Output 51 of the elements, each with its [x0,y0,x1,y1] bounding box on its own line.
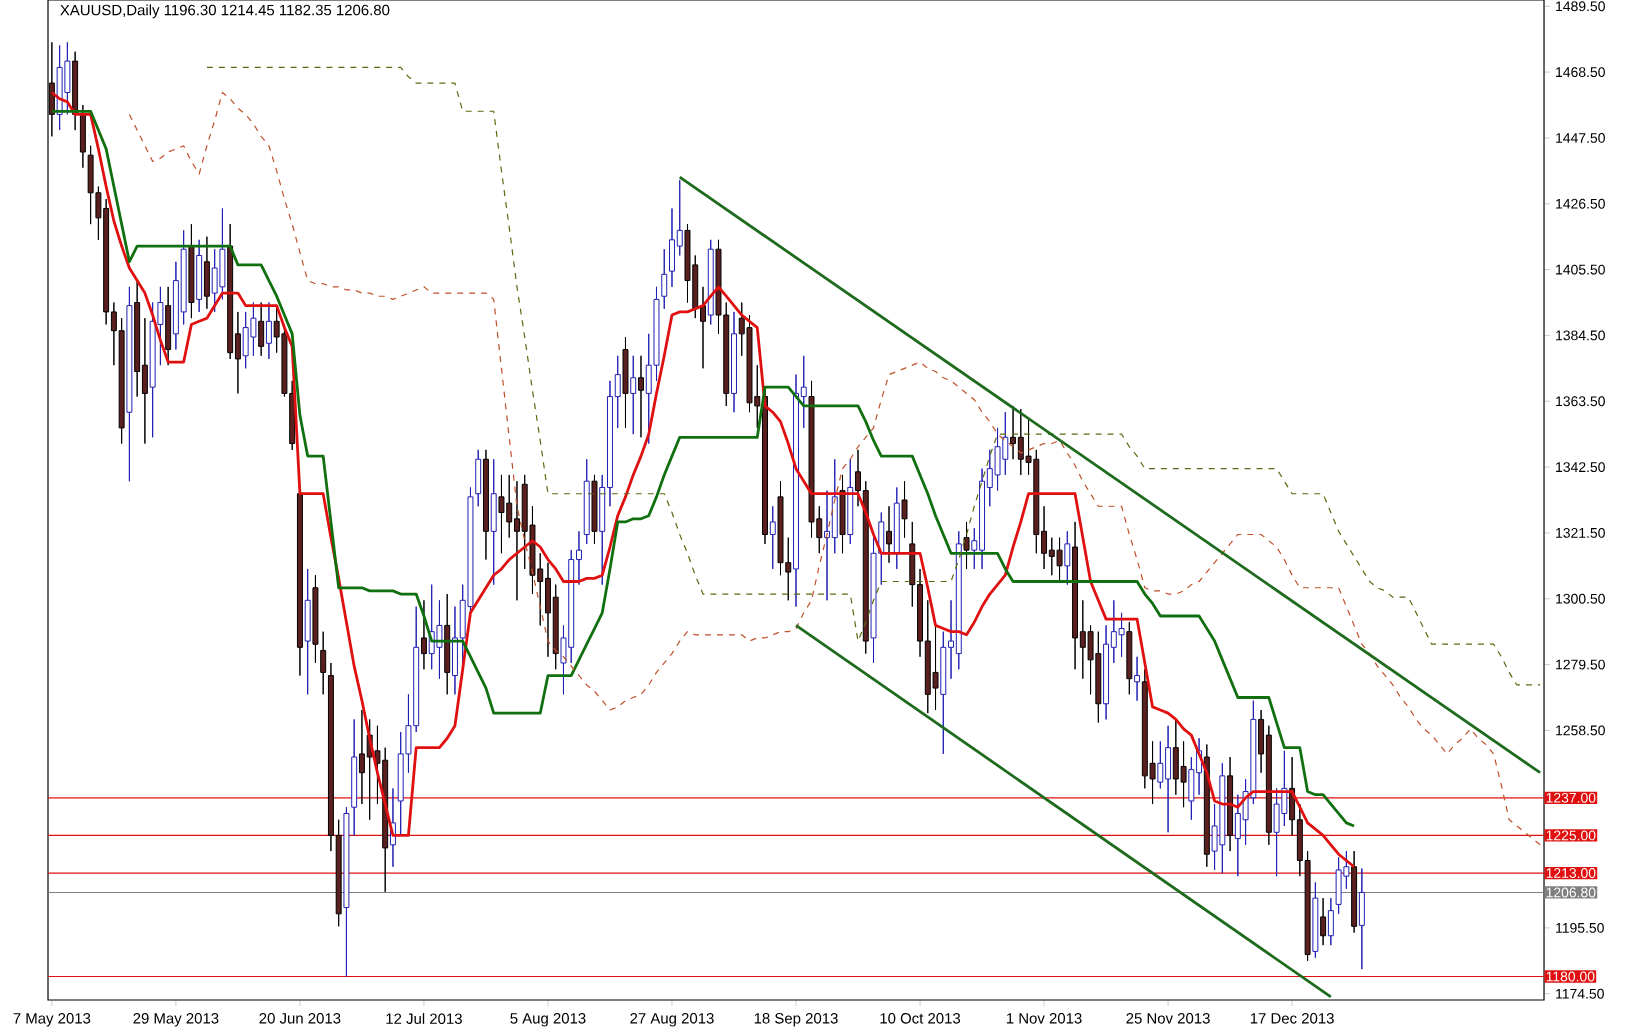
candlestick [1017,408,1024,476]
candlestick [258,302,265,357]
candlestick [482,449,489,561]
candlestick [513,480,520,601]
candlestick [165,286,172,366]
candlestick [203,236,210,310]
candlestick [893,486,900,570]
candlestick [72,51,79,131]
candlestick [886,505,893,564]
candlestick [312,574,319,664]
candlestick [351,718,358,836]
candlestick [591,474,598,545]
candlestick [1134,656,1141,702]
candlestick [343,806,350,977]
candlestick [304,568,311,695]
candlestick [444,593,451,695]
candlestick [1064,530,1071,586]
candlestick [420,599,427,670]
candlestick [1126,621,1133,695]
candlestick [731,311,737,413]
candlestick [1351,850,1358,934]
candlestick [1203,744,1210,868]
candlestick [847,458,854,545]
candlestick [126,286,133,482]
candlestick [700,286,706,369]
candlestick [901,480,908,539]
candlestick [583,458,590,545]
candlestick [839,474,846,554]
candlestick [475,449,482,507]
candlestick [630,355,637,435]
candlestick [490,458,497,586]
candlestick [1320,897,1327,946]
candlestick [196,239,203,313]
candlestick [1095,631,1102,724]
candlestick [1227,756,1234,852]
candlestick [1358,867,1365,970]
candlestick [622,336,629,429]
candlestick [638,355,644,438]
candlestick [707,239,714,325]
candlestick [1056,537,1063,582]
candlestick [661,248,668,310]
candlestick [320,631,327,695]
candlestick [498,474,505,554]
candlestick [963,521,970,570]
candlestick [1312,881,1319,959]
candlestick [1165,725,1172,833]
candlestick [1219,762,1226,874]
candlestick [265,302,272,360]
candlestick [769,505,776,570]
candlestick [242,311,249,369]
candlestick [188,223,195,319]
